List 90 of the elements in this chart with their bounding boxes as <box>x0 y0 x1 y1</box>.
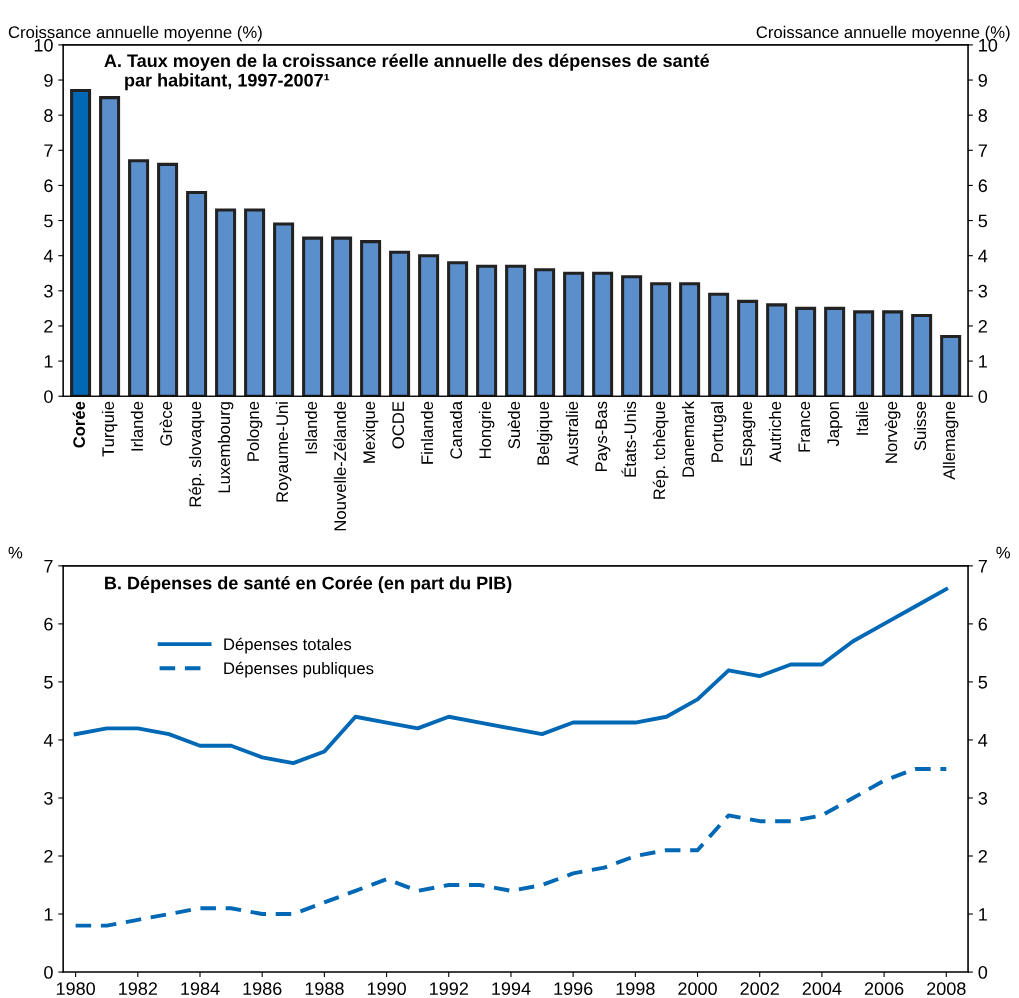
line-series <box>73 767 949 928</box>
y-tick-label: 2 <box>44 319 53 333</box>
y2-tick-label: 6 <box>978 617 988 631</box>
x-tick-label: États-Unis <box>621 401 637 477</box>
x-tick-label: Danemark <box>681 401 695 477</box>
y-tick-label: 3 <box>44 791 53 805</box>
x-tick-label: 1992 <box>430 982 468 996</box>
x-tick-label: Portugal <box>710 402 727 462</box>
x-tick-label: Luxembourg <box>217 402 234 493</box>
y2-tick-label: 4 <box>978 249 988 263</box>
x-tick-label: Pays-Bas <box>595 401 611 472</box>
y2-axis-title: % <box>996 546 1010 559</box>
y2-tick-label: 5 <box>978 214 988 228</box>
x-tick-label: Royaume-Uni <box>275 402 292 502</box>
text: B. Dépenses de santé en Corée (en part du PIB) <box>105 576 512 594</box>
x-tick-label: Corée <box>72 401 86 448</box>
x-tick-label: Japon <box>827 402 843 447</box>
y2-tick-label: 6 <box>978 179 988 193</box>
x-tick-label: Rép. slovaque <box>188 401 205 507</box>
y-tick-label: 4 <box>43 734 53 747</box>
legend-label: Dépenses totales <box>224 637 352 654</box>
y2-tick-label: 5 <box>978 676 988 689</box>
x-tick-label: OCDE <box>392 401 405 449</box>
x-tick-label: Grèce <box>159 401 173 446</box>
x-tick-label: France <box>798 401 811 452</box>
x-tick-label: Hongrie <box>478 401 495 459</box>
y2-tick-label: 4 <box>978 734 988 747</box>
x-tick-label: Suède <box>507 401 521 449</box>
y-axis-title: % <box>8 546 23 559</box>
y2-tick-label: 7 <box>978 559 987 573</box>
x-tick-label: Australie <box>565 401 579 466</box>
x-tick-label: 1986 <box>243 982 282 996</box>
x-tick-label: Irlande <box>130 401 144 451</box>
x-tick-label: Turquie <box>101 401 118 457</box>
y-tick-label: 0 <box>44 965 53 979</box>
y-tick-label: 7 <box>44 559 53 573</box>
y2-tick-label: 0 <box>978 965 988 979</box>
x-tick-label: Canada <box>449 401 463 459</box>
x-tick-label: 2006 <box>864 982 904 996</box>
y2-tick-label: 2 <box>978 849 987 863</box>
y2-tick-label: 1 <box>979 355 987 368</box>
y-tick-label: 9 <box>44 73 53 87</box>
x-tick-label: Allemagne <box>942 401 959 480</box>
y2-tick-label: 8 <box>978 109 988 122</box>
x-tick-label: Rép. tchèque <box>652 401 669 499</box>
y2-tick-label: 9 <box>978 73 987 87</box>
x-tick-label: 1982 <box>119 982 157 996</box>
x-tick-label: 2004 <box>802 982 842 996</box>
x-tick-label: 1984 <box>181 982 220 996</box>
x-tick-label: 1998 <box>616 982 655 996</box>
x-tick-label: Norvège <box>884 401 901 463</box>
x-tick-label: 2000 <box>678 982 717 996</box>
x-tick-label: Autriche <box>768 401 782 463</box>
y-tick-label: 5 <box>44 676 53 689</box>
x-tick-label: 2008 <box>927 982 966 996</box>
x-tick-label: Pologne <box>246 401 263 461</box>
y-tick-label: 6 <box>44 179 53 193</box>
x-tick-label: 1980 <box>56 982 95 996</box>
y-tick-label: 7 <box>44 144 53 157</box>
x-tick-label: Islande <box>304 401 318 454</box>
y2-tick-label: 2 <box>978 319 987 333</box>
x-tick-label: Espagne <box>740 401 756 466</box>
y2-tick-label: 3 <box>978 284 988 298</box>
x-tick-label: 1996 <box>554 982 593 996</box>
x-tick-label: 2002 <box>740 982 779 996</box>
y-tick-label: 3 <box>44 284 53 298</box>
y2-tick-label: 3 <box>978 791 988 805</box>
y-tick-label: 2 <box>44 849 53 863</box>
x-tick-label: 1990 <box>367 982 406 996</box>
y2-tick-label: 0 <box>978 390 988 403</box>
y-tick-label: 4 <box>43 249 53 263</box>
y-tick-label: 1 <box>44 355 53 368</box>
y-tick-label: 0 <box>44 390 53 403</box>
y2-tick-label: 7 <box>978 144 987 157</box>
x-tick-label: 1988 <box>305 982 344 996</box>
legend-label: Dépenses publiques <box>224 661 374 678</box>
x-tick-label: 1994 <box>492 982 531 996</box>
x-tick-label: Nouvelle-Zélande <box>333 401 347 531</box>
y-tick-label: 1 <box>44 908 53 921</box>
y-tick-label: 6 <box>44 617 53 631</box>
x-tick-label: Belgique <box>536 401 553 465</box>
x-tick-label: Mexique <box>362 401 379 463</box>
y-tick-label: 10 <box>34 38 53 52</box>
x-tick-label: Finlande <box>420 401 434 464</box>
y-tick-label: 8 <box>44 109 53 122</box>
text: A. Taux moyen de la croissance réelle annuelle des dépenses de santé par habitant, 1997-2007¹ <box>104 53 710 91</box>
y-tick-label: 5 <box>44 214 53 228</box>
x-tick-label: Suisse <box>913 401 927 451</box>
x-tick-label: Italie <box>855 401 869 435</box>
y2-tick-label: 1 <box>979 908 987 921</box>
